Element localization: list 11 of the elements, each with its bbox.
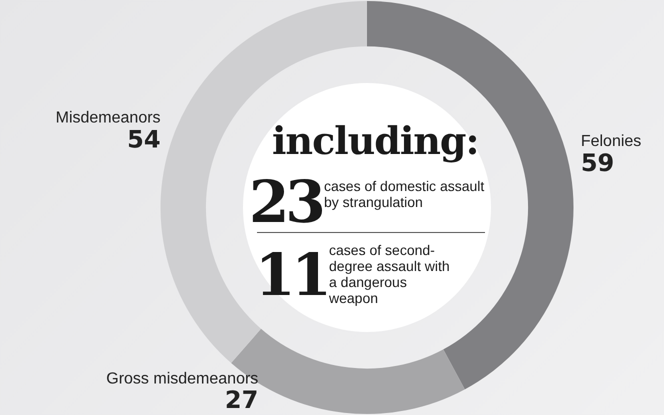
text: including: <box>272 118 478 162</box>
data-label: 27 <box>224 386 258 414</box>
text: 11 <box>255 240 328 308</box>
slice-label: Gross misdemeanors <box>106 370 258 388</box>
slice-label: Felonies <box>580 133 642 150</box>
data-label: 54 <box>127 125 161 154</box>
text: cases of second-degree assault with a dangerous weapon <box>329 242 451 306</box>
slice-label: Misdemeanors <box>56 109 161 126</box>
data-label: 59 <box>580 148 614 177</box>
text: cases of domestic assault by strangulation <box>324 178 486 210</box>
text: 23 <box>249 168 322 236</box>
